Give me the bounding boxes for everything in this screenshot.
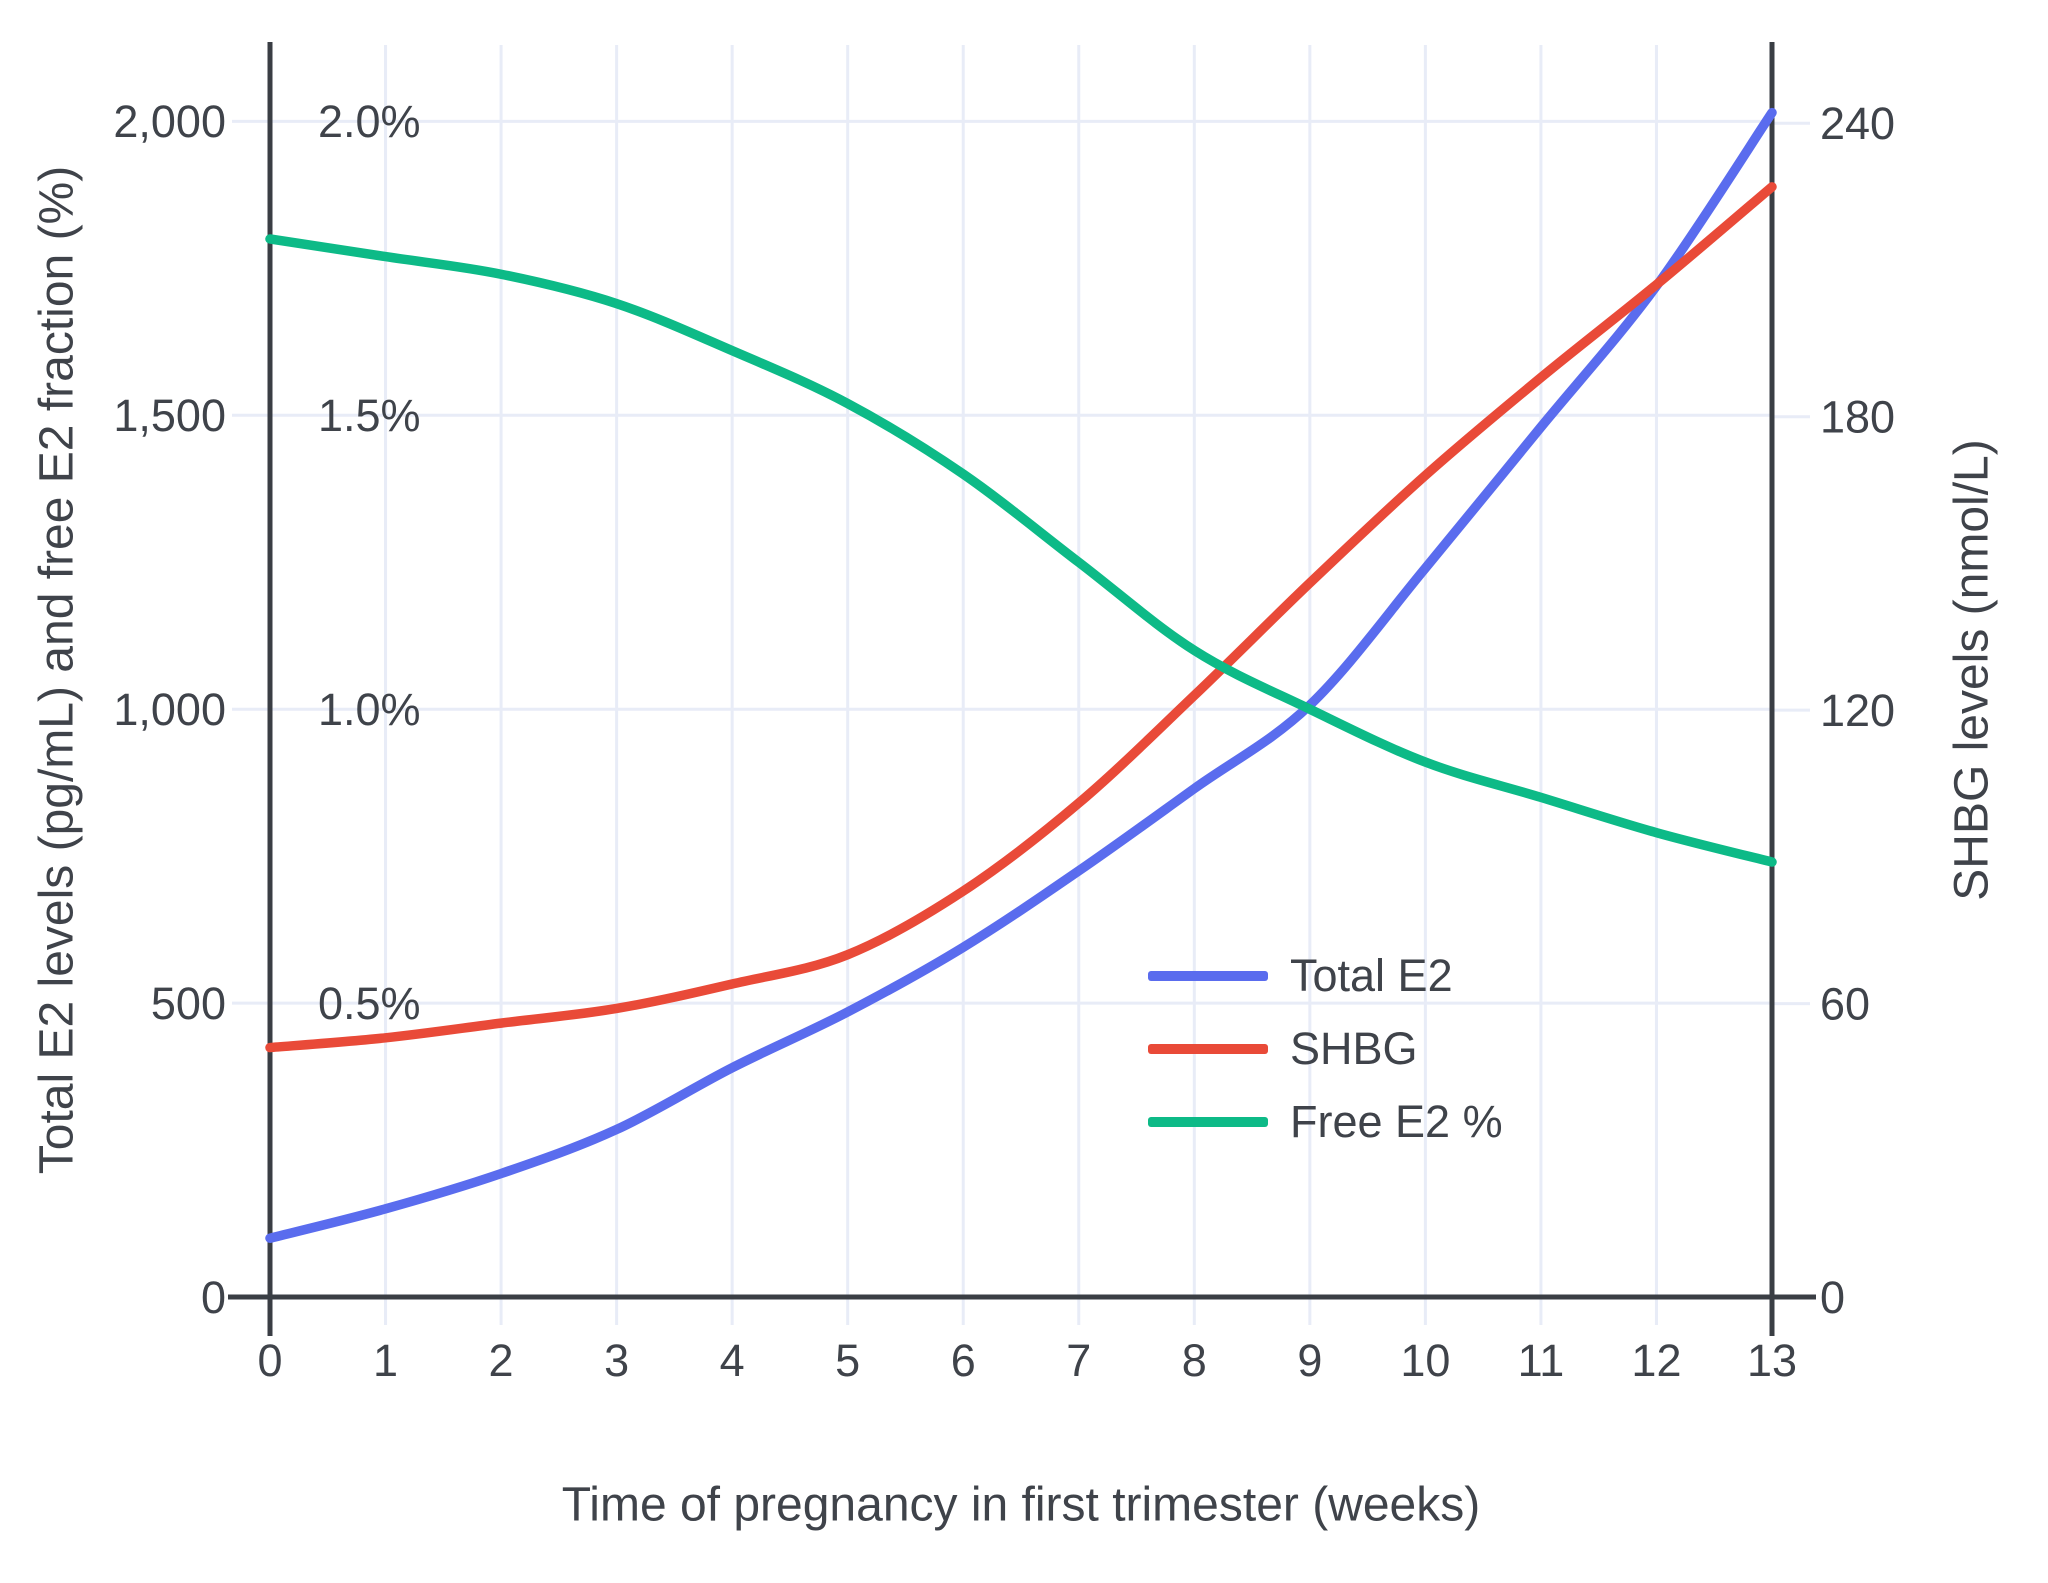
x-tick-label: 5 [835, 1335, 860, 1386]
free-e2-pct-annotation: 1.0% [318, 684, 421, 735]
x-tick-label: 10 [1400, 1335, 1450, 1386]
y-left-axis-title: Total E2 levels (pg/mL) and free E2 frac… [30, 165, 84, 1175]
x-tick-label: 12 [1631, 1335, 1681, 1386]
y-left-tick-label: 500 [151, 978, 226, 1029]
y-left-tick-label: 0 [201, 1272, 226, 1323]
x-tick-label: 3 [604, 1335, 629, 1386]
x-tick-label: 0 [257, 1335, 282, 1386]
x-axis-title: Time of pregnancy in first trimester (we… [561, 1478, 1481, 1532]
y-right-tick-label: 120 [1820, 685, 1895, 736]
legend-item-shbg: SHBG [1148, 1023, 1503, 1074]
x-tick-label: 6 [951, 1335, 976, 1386]
y-right-tick-label: 60 [1820, 978, 1870, 1029]
legend-item-total-e2: Total E2 [1148, 950, 1503, 1001]
legend-label: Total E2 [1290, 950, 1453, 1001]
legend-item-free-e2: Free E2 % [1148, 1096, 1503, 1147]
legend: Total E2 SHBG Free E2 % [1148, 950, 1503, 1147]
free-e2-pct-annotation: 0.5% [318, 978, 421, 1029]
y-left-tick-label: 1,000 [113, 684, 226, 735]
series-line-shbg [265, 182, 1777, 1053]
y-left-tick-label: 1,500 [113, 390, 226, 441]
y-right-axis-title: SHBG levels (nmol/L) [1945, 439, 1999, 901]
series-line-free-e2- [265, 234, 1777, 867]
x-tick-label: 1 [373, 1335, 398, 1386]
free-e2-pct-annotation: 1.5% [318, 390, 421, 441]
free-e2-swatch-icon [1148, 1117, 1268, 1127]
x-tick-label: 2 [489, 1335, 514, 1386]
y-right-tick-label: 0 [1820, 1272, 1845, 1323]
x-tick-label: 7 [1066, 1335, 1091, 1386]
y-left-tick-label: 2,000 [113, 96, 226, 147]
x-tick-label: 11 [1518, 1335, 1565, 1386]
legend-label: SHBG [1290, 1023, 1418, 1074]
shbg-swatch-icon [1148, 1044, 1268, 1054]
y-right-tick-label: 240 [1820, 98, 1895, 149]
total-e2-swatch-icon [1148, 971, 1268, 981]
x-tick-label: 13 [1747, 1335, 1797, 1386]
series-line-total-e2 [265, 107, 1777, 1243]
x-tick-label: 9 [1297, 1335, 1322, 1386]
legend-label: Free E2 % [1290, 1096, 1503, 1147]
x-tick-label: 8 [1182, 1335, 1207, 1386]
x-tick-label: 4 [720, 1335, 745, 1386]
y-right-tick-label: 180 [1820, 391, 1895, 442]
free-e2-pct-annotation: 2.0% [318, 96, 421, 147]
